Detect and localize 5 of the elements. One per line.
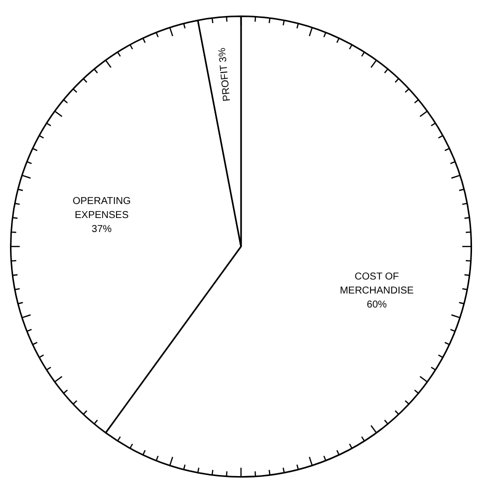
data-label: 37% bbox=[92, 224, 112, 236]
slice-label: PROFIT 3% bbox=[216, 47, 233, 102]
slice-label: COST OF MERCHANDISE bbox=[340, 271, 414, 296]
slice-label: OPERATING EXPENSES bbox=[72, 196, 131, 222]
data-label: 60% bbox=[366, 299, 387, 310]
